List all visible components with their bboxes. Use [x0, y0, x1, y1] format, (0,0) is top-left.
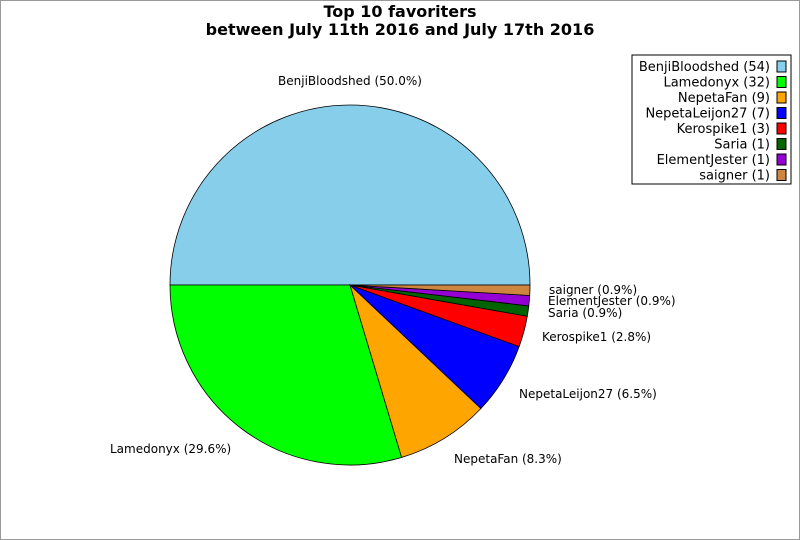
slice-label-saria: Saria (0.9%)	[548, 306, 622, 320]
pie-slice-lamedonyx	[169, 284, 403, 466]
pie-slice-saigner	[349, 284, 531, 296]
legend-label-saria: Saria (1)	[714, 138, 770, 153]
pie-slice-benjibloodshed	[169, 104, 531, 286]
legend-swatch-nepetafan	[776, 91, 787, 104]
legend-box	[631, 54, 792, 185]
slice-labels: BenjiBloodshed (50.0%) Lamedonyx (29.6%) N…	[110, 74, 676, 466]
slice-label-elementjester: ElementJester (0.9%)	[548, 294, 676, 308]
legend-label-elementjester: ElementJester (1)	[657, 153, 770, 168]
legend-swatch-lamedonyx	[776, 76, 787, 88]
legend-swatch-saria	[776, 138, 787, 150]
legend-label-lamedonyx: Lamedonyx (32)	[663, 76, 770, 91]
legend-swatch-nepetaleijon27	[776, 107, 787, 119]
chart-title: Top 10 favoriters	[323, 2, 476, 21]
pie-slices	[169, 104, 531, 466]
slice-label-nepetaleijon27: NepetaLeijon27 (6.5%)	[519, 387, 657, 401]
legend-label-nepetafan: NepetaFan (9)	[678, 91, 770, 106]
legend-swatch-kerospike1	[776, 122, 787, 135]
legend: BenjiBloodshed (54)Lamedonyx (32)NepetaF…	[631, 54, 792, 185]
slice-label-kerospike1: Kerospike1 (2.8%)	[542, 330, 651, 344]
legend-label-saigner: saigner (1)	[699, 169, 770, 184]
slice-label-benjibloodshed: BenjiBloodshed (50.0%)	[278, 74, 422, 88]
legend-label-benjibloodshed: BenjiBloodshed (54)	[639, 60, 770, 75]
legend-swatch-benjibloodshed	[776, 60, 787, 73]
slice-label-saigner: saigner (0.9%)	[549, 283, 637, 297]
legend-swatch-elementjester	[776, 153, 787, 166]
legend-label-kerospike1: Kerospike1 (3)	[677, 122, 770, 137]
chart-subtitle: between July 11th 2016 and July 17th 201…	[206, 20, 595, 39]
legend-label-nepetaleijon27: NepetaLeijon27 (7)	[645, 107, 770, 122]
pie-slice-nepetafan	[349, 283, 482, 458]
legend-swatch-saigner	[776, 169, 787, 181]
slice-label-nepetafan: NepetaFan (8.3%)	[454, 452, 562, 466]
slice-label-lamedonyx: Lamedonyx (29.6%)	[110, 442, 231, 456]
